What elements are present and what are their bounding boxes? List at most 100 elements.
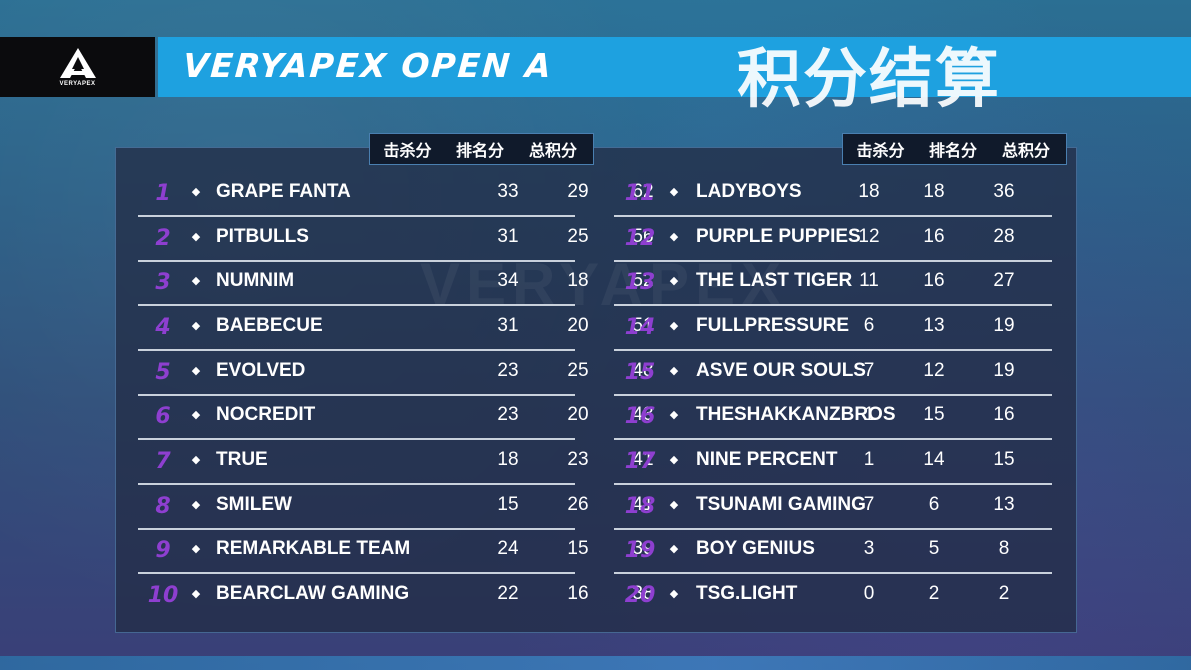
total-points: 15: [993, 449, 1015, 470]
table-row: 2 ◆ PITBULLS 31 25 56: [138, 218, 654, 262]
total-points: 41: [632, 494, 654, 515]
table-row: 14 ◆ FULLPRESSURE 6 13 19: [614, 307, 1052, 351]
rank-number: 4: [155, 315, 171, 340]
rank-number: 13: [624, 270, 656, 295]
team-name: FULLPRESSURE: [696, 315, 850, 336]
rank-number: 10: [147, 583, 179, 608]
placement-points: 15: [923, 404, 945, 425]
placement-points: 5: [928, 538, 940, 559]
kill-points: 7: [863, 494, 875, 515]
rank-number: 18: [624, 494, 656, 519]
rank-number: 3: [155, 270, 171, 295]
rank-number: 11: [624, 181, 656, 206]
kill-points: 23: [497, 360, 519, 381]
row-divider: [614, 483, 1052, 485]
row-divider: [614, 349, 1052, 351]
rank-number: 9: [155, 538, 171, 563]
total-header: 总积分: [528, 143, 577, 160]
table-row: 13 ◆ THE LAST TIGER 11 16 27: [614, 262, 1052, 306]
kill-points: 33: [497, 181, 519, 202]
total-points: 51: [632, 315, 654, 336]
row-divider: [614, 394, 1052, 396]
table-row: 10 ◆ BEARCLAW GAMING 22 16 38: [138, 575, 654, 619]
placement-points: 16: [567, 583, 589, 604]
kill-points: 1: [863, 449, 875, 470]
table-row: 6 ◆ NOCREDIT 23 20 43: [138, 396, 654, 440]
rank-number: 12: [624, 226, 656, 251]
placement-points: 26: [567, 494, 589, 515]
rank-number: 19: [624, 538, 656, 563]
row-divider: [138, 528, 575, 530]
bullet-icon: ◆: [191, 499, 201, 511]
total-points: 43: [632, 404, 654, 425]
rank-number: 8: [155, 494, 171, 519]
table-row: 1 ◆ GRAPE FANTA 33 29 62: [138, 173, 654, 217]
kill-points: 0: [863, 583, 875, 604]
total-points: 19: [993, 315, 1015, 336]
total-points: 62: [632, 181, 654, 202]
row-divider: [614, 215, 1052, 217]
rank-number: 7: [155, 449, 171, 474]
total-points: 41: [632, 449, 654, 470]
table-row: 4 ◆ BAEBECUE 31 20 51: [138, 307, 654, 351]
kills-header: 击杀分: [856, 143, 905, 160]
kill-points: 11: [859, 270, 879, 291]
team-name: BOY GENIUS: [696, 538, 815, 559]
rank-number: 15: [624, 360, 656, 385]
placement-points: 25: [567, 360, 589, 381]
rank-number: 20: [624, 583, 656, 608]
placement-points: 13: [923, 315, 945, 336]
kill-points: 31: [497, 315, 519, 336]
bullet-icon: ◆: [669, 588, 679, 600]
team-name: SMILEW: [216, 494, 292, 515]
table-row: 17 ◆ NINE PERCENT 1 14 15: [614, 441, 1052, 485]
kill-points: 12: [858, 226, 880, 247]
placement-points: 2: [928, 583, 940, 604]
table-row: 20 ◆ TSG.LIGHT 0 2 2: [614, 575, 1052, 619]
row-divider: [138, 572, 575, 574]
team-name: THESHAKKANZBROS: [696, 404, 896, 425]
team-name: GRAPE FANTA: [216, 181, 351, 202]
rank-number: 6: [155, 404, 171, 429]
bullet-icon: ◆: [669, 231, 679, 243]
row-divider: [138, 438, 575, 440]
table-row: 7 ◆ TRUE 18 23 41: [138, 441, 654, 485]
table-row: 15 ◆ ASVE OUR SOULS 7 12 19: [614, 352, 1052, 396]
total-points: 16: [993, 404, 1015, 425]
row-divider: [614, 304, 1052, 306]
bullet-icon: ◆: [191, 231, 201, 243]
bullet-icon: ◆: [191, 454, 201, 466]
total-header: 总积分: [1001, 143, 1050, 160]
total-points: 8: [998, 538, 1010, 559]
table-row: 18 ◆ TSUNAMI GAMING 7 6 13: [614, 486, 1052, 530]
rank-number: 5: [155, 360, 171, 385]
team-name: REMARKABLE TEAM: [216, 538, 411, 559]
bullet-icon: ◆: [669, 320, 679, 332]
logo: VERYAPEX: [0, 37, 155, 97]
total-points: 48: [632, 360, 654, 381]
bullet-icon: ◆: [191, 588, 201, 600]
bullet-icon: ◆: [669, 409, 679, 421]
bullet-icon: ◆: [669, 499, 679, 511]
bullet-icon: ◆: [191, 365, 201, 377]
kill-points: 22: [497, 583, 519, 604]
kill-points: 15: [497, 494, 519, 515]
kill-points: 31: [497, 226, 519, 247]
total-points: 56: [632, 226, 654, 247]
placement-header: 排名分: [928, 143, 977, 160]
total-points: 13: [993, 494, 1015, 515]
row-divider: [138, 215, 575, 217]
placement-points: 15: [567, 538, 589, 559]
kills-header: 击杀分: [383, 143, 432, 160]
team-name: PURPLE PUPPIES: [696, 226, 861, 247]
placement-points: 12: [923, 360, 945, 381]
kill-points: 23: [497, 404, 519, 425]
standings-panel: [115, 147, 1077, 633]
team-name: NUMNIM: [216, 270, 295, 291]
table-row: 9 ◆ REMARKABLE TEAM 24 15 39: [138, 530, 654, 574]
placement-points: 25: [567, 226, 589, 247]
kill-points: 18: [858, 181, 880, 202]
bullet-icon: ◆: [191, 275, 201, 287]
team-name: NOCREDIT: [216, 404, 316, 425]
team-name: TSG.LIGHT: [696, 583, 798, 604]
